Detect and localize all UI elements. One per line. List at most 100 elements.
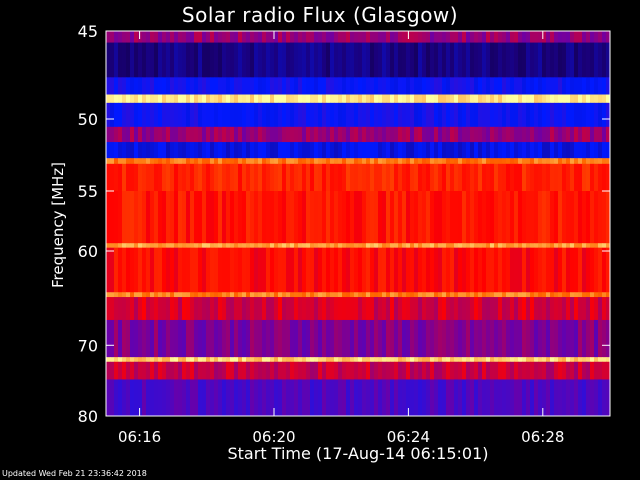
spectrogram-cell	[122, 77, 127, 95]
spectrogram-cell	[434, 319, 439, 358]
spectrogram-cell	[218, 77, 223, 95]
spectrogram-cell	[378, 357, 383, 363]
spectrogram-cell	[514, 361, 519, 380]
spectrogram-cell	[586, 243, 591, 249]
spectrogram-cell	[474, 292, 479, 298]
spectrogram-cell	[358, 42, 363, 78]
spectrogram-cell	[522, 102, 527, 128]
spectrogram-cell	[150, 31, 155, 43]
spectrogram-cell	[414, 379, 419, 417]
spectrogram-cell	[366, 102, 371, 128]
spectrogram-cell	[578, 77, 583, 95]
spectrogram-cell	[450, 31, 455, 43]
spectrogram-cell	[190, 243, 195, 249]
spectrogram-cell	[322, 361, 327, 380]
spectrogram-cell	[310, 319, 315, 358]
spectrogram-cell	[394, 319, 399, 358]
spectrogram-cell	[318, 163, 323, 192]
spectrogram-cell	[550, 163, 555, 192]
spectrogram-cell	[450, 94, 455, 104]
spectrogram-cell	[446, 247, 451, 293]
spectrogram-cell	[310, 94, 315, 104]
spectrogram-cell	[306, 102, 311, 128]
spectrogram-cell	[154, 142, 159, 159]
spectrogram-cell	[294, 142, 299, 159]
spectrogram-cell	[478, 292, 483, 298]
spectrogram-cell	[270, 158, 275, 165]
spectrogram-cell	[250, 163, 255, 192]
spectrogram-cell	[214, 142, 219, 159]
spectrogram-cell	[254, 297, 259, 321]
spectrogram-cell	[214, 357, 219, 363]
spectrogram-cell	[446, 191, 451, 244]
spectrogram-cell	[374, 297, 379, 321]
spectrogram-cell	[322, 94, 327, 104]
spectrogram-cell	[394, 243, 399, 249]
spectrogram-cell	[430, 126, 435, 143]
spectrogram-cell	[462, 243, 467, 249]
spectrogram-cell	[502, 379, 507, 417]
spectrogram-cell	[570, 126, 575, 143]
spectrogram-cell	[514, 379, 519, 417]
spectrogram-cell	[422, 361, 427, 380]
spectrogram-cell	[530, 31, 535, 43]
spectrogram-cell	[134, 357, 139, 363]
spectrogram-cell	[518, 191, 523, 244]
spectrogram-cell	[302, 297, 307, 321]
spectrogram-cell	[522, 379, 527, 417]
spectrogram-cell	[258, 163, 263, 192]
spectrogram-cell	[274, 247, 279, 293]
spectrogram-cell	[118, 247, 123, 293]
y-tick-label: 55	[78, 182, 98, 201]
spectrogram-cell	[538, 292, 543, 298]
spectrogram-cell	[150, 361, 155, 380]
spectrogram-cell	[170, 357, 175, 363]
spectrogram-cell	[562, 361, 567, 380]
spectrogram-cell	[582, 297, 587, 321]
spectrogram-cell	[278, 126, 283, 143]
spectrogram-cell	[454, 243, 459, 249]
spectrogram-cell	[562, 191, 567, 244]
spectrogram-cell	[514, 126, 519, 143]
spectrogram-cell	[290, 77, 295, 95]
spectrogram-cell	[338, 102, 343, 128]
spectrogram-cell	[486, 361, 491, 380]
spectrogram-cell	[590, 126, 595, 143]
spectrogram-cell	[370, 94, 375, 104]
spectrogram-cell	[382, 297, 387, 321]
spectrogram-cell	[566, 247, 571, 293]
spectrogram-cell	[370, 297, 375, 321]
spectrogram-cell	[242, 142, 247, 159]
spectrogram-cell	[150, 243, 155, 249]
spectrogram-cell	[602, 297, 607, 321]
spectrogram-cell	[118, 163, 123, 192]
spectrogram-cell	[346, 357, 351, 363]
spectrogram-cell	[438, 191, 443, 244]
spectrogram-cell	[578, 31, 583, 43]
spectrogram-cell	[206, 191, 211, 244]
spectrogram-cell	[158, 243, 163, 249]
spectrogram-cell	[154, 31, 159, 43]
spectrogram-cell	[430, 102, 435, 128]
spectrogram-cell	[470, 42, 475, 78]
spectrogram-cell	[194, 319, 199, 358]
spectrogram-cell	[426, 357, 431, 363]
spectrogram-cell	[282, 319, 287, 358]
spectrogram-cell	[534, 31, 539, 43]
spectrogram-cell	[594, 292, 599, 298]
spectrogram-cell	[250, 243, 255, 249]
spectrogram-cell	[262, 31, 267, 43]
spectrogram-cell	[250, 297, 255, 321]
spectrogram-cell	[558, 319, 563, 358]
spectrogram-cell	[182, 243, 187, 249]
spectrogram-cell	[306, 42, 311, 78]
spectrogram-cell	[294, 319, 299, 358]
spectrogram-cell	[114, 158, 119, 165]
spectrogram-cell	[214, 191, 219, 244]
spectrogram-cell	[338, 42, 343, 78]
spectrogram-cell	[334, 379, 339, 417]
spectrogram-cell	[210, 247, 215, 293]
spectrogram-cell	[182, 31, 187, 43]
spectrogram-cell	[182, 247, 187, 293]
spectrogram-cell	[334, 243, 339, 249]
